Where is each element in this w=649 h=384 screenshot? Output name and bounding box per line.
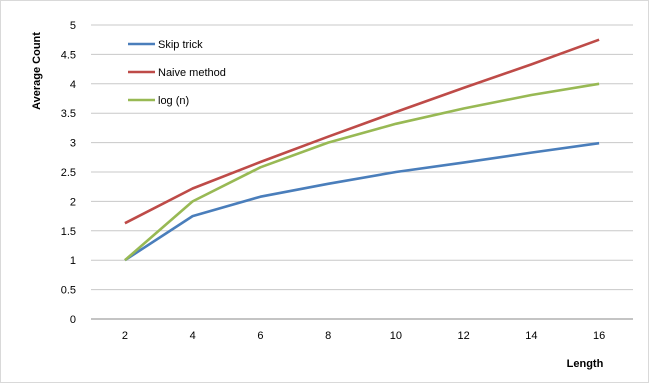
- y-tick-label: 4: [70, 79, 76, 91]
- x-axis-title: Length: [567, 358, 604, 370]
- x-axis-ticks: 2 4 6 8 10 12 14 16: [122, 330, 605, 342]
- y-tick-label: 3: [70, 138, 76, 150]
- x-tick-label: 10: [390, 330, 402, 342]
- y-tick-label: 2: [70, 196, 76, 208]
- y-tick-label: 0: [70, 314, 76, 326]
- x-tick-label: 8: [325, 330, 331, 342]
- y-tick-label: 1.5: [61, 226, 76, 238]
- legend-entry: Naive method: [158, 67, 226, 79]
- y-tick-label: 5: [70, 20, 76, 32]
- y-tick-label: 2.5: [61, 167, 76, 179]
- legend-entry: log (n): [158, 95, 189, 107]
- y-tick-label: 0.5: [61, 285, 76, 297]
- y-tick-label: 3.5: [61, 108, 76, 120]
- y-axis-title: Average Count: [31, 32, 43, 110]
- x-tick-label: 4: [190, 330, 196, 342]
- x-tick-label: 2: [122, 330, 128, 342]
- y-tick-label: 1: [70, 255, 76, 267]
- x-tick-label: 14: [525, 330, 537, 342]
- legend: Skip trick Naive method log (n): [128, 39, 226, 107]
- x-tick-label: 6: [257, 330, 263, 342]
- y-tick-label: 4.5: [61, 49, 76, 61]
- legend-entry: Skip trick: [158, 39, 203, 51]
- x-tick-label: 16: [593, 330, 605, 342]
- x-tick-label: 12: [458, 330, 470, 342]
- y-axis-ticks: 0 0.5 1 1.5 2 2.5 3 3.5 4 4.5 5: [61, 20, 76, 326]
